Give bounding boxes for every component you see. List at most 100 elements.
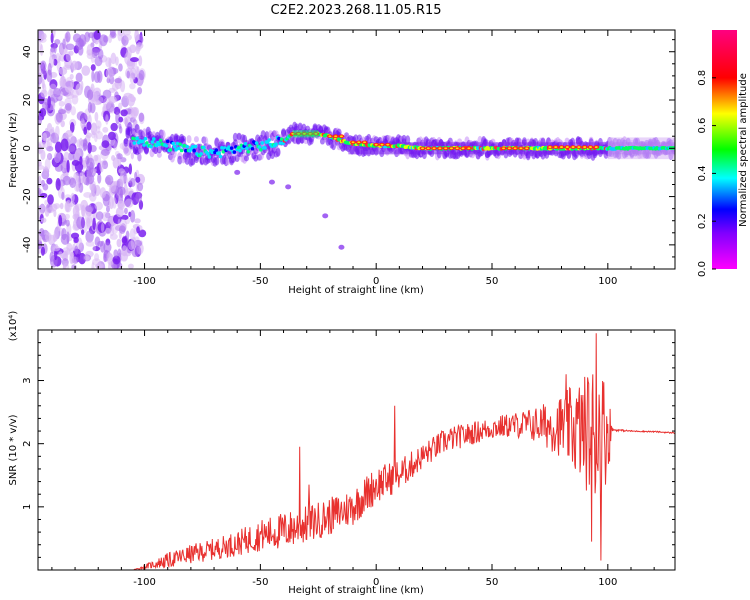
trace-halo xyxy=(184,157,190,165)
trace-core xyxy=(179,148,184,153)
noise-blob xyxy=(47,95,51,109)
noise-blob xyxy=(129,177,136,188)
noise-blob xyxy=(81,65,91,76)
trace-core xyxy=(206,151,210,156)
noise-blob xyxy=(40,149,46,161)
noise-blob xyxy=(44,97,49,106)
noise-blob xyxy=(123,207,128,215)
spectrogram-frame xyxy=(37,29,676,270)
signal-trace xyxy=(123,121,675,167)
noise-blob xyxy=(129,75,135,84)
noise-blob xyxy=(40,217,47,223)
trace-core xyxy=(183,148,188,153)
snr-y-tick-label: 3 xyxy=(22,377,33,383)
trace-core xyxy=(207,155,212,159)
noise-blob xyxy=(99,34,108,47)
trace-core xyxy=(229,146,234,150)
trace-core xyxy=(143,137,148,141)
trace-core xyxy=(246,149,251,154)
noise-blob xyxy=(53,209,57,218)
trace-halo xyxy=(153,145,159,155)
trace-core xyxy=(132,141,137,145)
trace-core xyxy=(220,146,224,150)
noise-blob xyxy=(130,152,134,160)
trace-hot-core xyxy=(513,147,517,150)
noise-blob xyxy=(83,192,93,198)
noise-blob xyxy=(76,216,86,230)
noise-blob xyxy=(93,30,101,41)
trace-core xyxy=(193,144,198,149)
trace-hot-core xyxy=(426,147,430,150)
noise-blob xyxy=(99,160,104,173)
noise-blob xyxy=(107,34,112,44)
noise-blob xyxy=(41,132,48,142)
noise-blob xyxy=(61,191,65,201)
noise-blob xyxy=(50,32,54,44)
noise-blob xyxy=(38,69,44,79)
noise-blob xyxy=(105,67,114,80)
trace-core xyxy=(142,143,146,147)
noise-blob xyxy=(105,114,109,125)
colorbar-tick-label: 0.8 xyxy=(697,70,708,86)
noise-blob xyxy=(136,182,144,192)
noise-blob xyxy=(118,116,124,123)
noise-blob xyxy=(102,126,109,133)
noise-blob xyxy=(87,32,95,39)
trace-core xyxy=(238,148,242,153)
noise-blob xyxy=(62,264,66,269)
noise-blob xyxy=(62,175,71,186)
noise-blob xyxy=(80,118,85,129)
noise-blob xyxy=(118,63,123,72)
streak-blob xyxy=(338,244,345,250)
trace-hot-core xyxy=(374,143,378,146)
x-tick-label: -50 xyxy=(252,276,268,287)
trace-core xyxy=(185,144,189,149)
noise-blob xyxy=(108,95,117,104)
trace-hot-core xyxy=(565,146,569,148)
noise-blob xyxy=(94,111,99,122)
y-tick-label: 20 xyxy=(22,94,33,107)
trace-hot-core xyxy=(559,146,563,148)
trace-hot-core xyxy=(449,147,453,150)
noise-blob xyxy=(103,242,112,253)
noise-blob xyxy=(102,89,112,99)
noise-blob xyxy=(106,252,113,261)
trace-halo xyxy=(253,154,259,162)
noise-blob xyxy=(64,201,70,213)
trace-core xyxy=(140,139,145,144)
noise-blob xyxy=(115,207,124,218)
noise-blob xyxy=(110,221,119,235)
colorbar-ticks: 0.0 0.2 0.4 0.6 0.8 xyxy=(697,70,716,277)
streak-blob xyxy=(268,179,275,185)
noise-blob xyxy=(49,90,54,98)
noise-blob xyxy=(93,100,101,106)
noise-blob xyxy=(129,209,136,223)
trace-core xyxy=(218,154,223,159)
noise-blob xyxy=(136,226,140,234)
trace-hot-core xyxy=(334,135,338,138)
noise-blob xyxy=(49,251,55,263)
trace-hot-core xyxy=(357,141,361,144)
snr-y-tick-label: 2 xyxy=(22,440,33,446)
noise-blob xyxy=(136,42,144,50)
snr-x-tick-label: 0 xyxy=(373,577,379,588)
trace-hot-core xyxy=(519,147,523,150)
noise-blob xyxy=(81,169,86,178)
noise-blob xyxy=(39,227,45,237)
noise-blob xyxy=(120,214,129,221)
noise-blob xyxy=(38,175,42,188)
trace-core xyxy=(202,145,206,150)
trace-halo xyxy=(160,129,166,140)
colorbar-gradient xyxy=(712,30,737,269)
noise-blob xyxy=(40,89,48,98)
noise-blob xyxy=(69,122,75,133)
trace-core xyxy=(254,141,259,145)
spectrogram-plot-area xyxy=(38,30,675,269)
trace-core xyxy=(178,142,183,147)
noise-blob xyxy=(91,69,95,83)
noise-blob xyxy=(66,145,76,152)
trace-core xyxy=(172,144,177,149)
trace-core xyxy=(243,142,248,146)
snr-x-tick-label: -100 xyxy=(133,577,156,588)
